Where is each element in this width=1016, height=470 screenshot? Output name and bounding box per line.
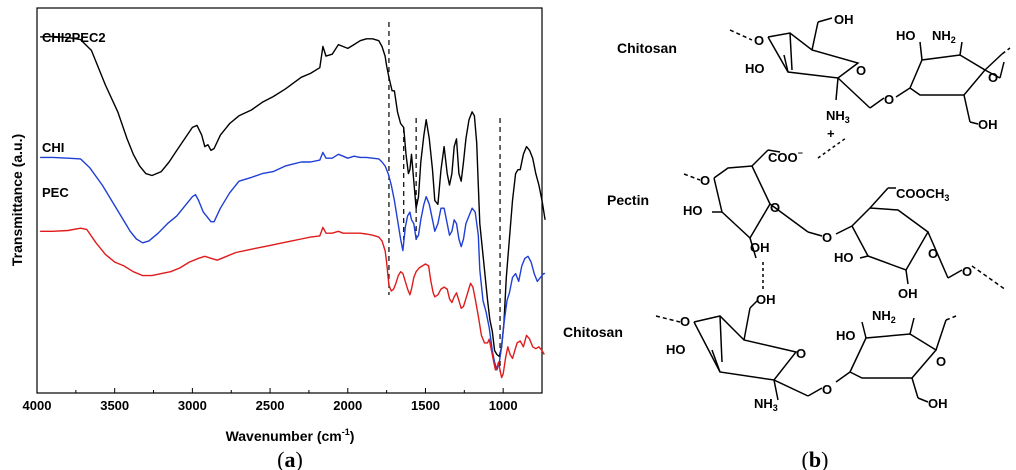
atom-o-ring-top-1: O	[856, 63, 866, 78]
y-axis-label: Transmittance (a.u.)	[9, 134, 25, 266]
series-label-chi2pec2: CHI2PEC2	[42, 30, 106, 45]
x-tick-label: 3500	[100, 398, 129, 413]
atom-o-ring-bottom-2: O	[936, 354, 946, 369]
x-axis-label: Wavenumber (cm-1)	[226, 427, 355, 444]
atom-o-ring-top-2: O	[988, 70, 998, 85]
atom-ho-top-2: HO	[896, 28, 916, 43]
atom-oh-bottom-1: OH	[756, 292, 776, 307]
atom-cooch3: COOCH3	[896, 186, 949, 203]
series-label-chi: CHI	[42, 140, 64, 155]
atom-o-glyco-top: O	[884, 92, 894, 107]
reference-lines	[388, 22, 501, 372]
series-line-chi2pec2	[40, 35, 546, 358]
atom-o-glyco-bottom: O	[822, 382, 832, 397]
x-tick-label: 3000	[178, 398, 207, 413]
atom-ho-bottom-1: HO	[666, 342, 686, 357]
atom-o-glyco-pectin: O	[822, 230, 832, 245]
x-axis-ticks: 4000 3500 3000 2500 2000 1500 1000	[23, 388, 518, 413]
x-tick-label: 1000	[489, 398, 518, 413]
ionic-interaction	[817, 137, 847, 159]
atom-o-ring-pectin-1: O	[770, 200, 780, 215]
atom-nh3-bottom: NH3	[754, 396, 778, 413]
bottom-chitosan-label: Chitosan	[563, 324, 623, 340]
atom-ho-top-1: HO	[745, 61, 765, 76]
atom-nh3-top: NH3	[826, 108, 850, 125]
atom-o-pectin-right: O	[962, 264, 972, 279]
series-line-pec	[40, 226, 545, 379]
x-tick-label: 2500	[256, 398, 285, 413]
atom-oh-pectin-2: OH	[898, 286, 918, 301]
pectin	[683, 149, 1007, 291]
atom-nh2-bottom: NH2	[872, 308, 896, 325]
atom-ho-pectin-1: HO	[683, 203, 703, 218]
atom-nh2-top: NH2	[932, 28, 956, 45]
atom-oh-bottom-2: OH	[928, 396, 948, 411]
panel-b-label: (b)	[802, 447, 829, 470]
x-tick-label: 4000	[23, 398, 52, 413]
ftir-chart: 4000 3500 3000 2500 2000 1500 1000 CHI2PEC2 CH…	[9, 7, 546, 470]
series-label-pec: PEC	[42, 185, 69, 200]
atom-oh-pectin-1: OH	[750, 240, 770, 255]
atom-ho-pectin-2: HO	[834, 250, 854, 265]
atom-oh-top-1: OH	[834, 12, 854, 27]
panel-a-label: (a)	[277, 447, 303, 470]
charge-plus-top: +	[827, 126, 835, 141]
atom-o-pectin-left: O	[700, 173, 710, 188]
chitosan-pectin-diagram: Chitosan Pectin Chitosan O OH HO O NH3 +…	[563, 12, 1011, 470]
atom-coo-minus: COO−	[768, 148, 803, 165]
top-chitosan-label: Chitosan	[617, 40, 677, 56]
atom-o-ring-pectin-2: O	[928, 246, 938, 261]
x-tick-label: 2000	[333, 398, 362, 413]
atom-ho-bottom-2: HO	[836, 328, 856, 343]
plot-frame	[36, 7, 543, 394]
atom-o-top-left: O	[754, 33, 764, 48]
x-tick-label: 1500	[411, 398, 440, 413]
pectin-label: Pectin	[607, 192, 649, 208]
atom-o-bottom-left: O	[680, 314, 690, 329]
series-layer	[40, 35, 546, 379]
atom-oh-top-2: OH	[978, 117, 998, 132]
top-chitosan	[729, 17, 1011, 125]
series-line-chi	[40, 151, 546, 371]
bottom-chitosan	[655, 299, 957, 403]
atom-o-ring-bottom-1: O	[796, 346, 806, 361]
